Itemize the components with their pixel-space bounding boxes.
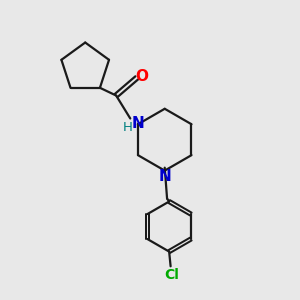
Text: H: H <box>122 121 132 134</box>
Text: Cl: Cl <box>164 268 179 281</box>
Text: N: N <box>158 169 171 184</box>
Text: N: N <box>132 116 145 131</box>
Text: O: O <box>136 69 148 84</box>
